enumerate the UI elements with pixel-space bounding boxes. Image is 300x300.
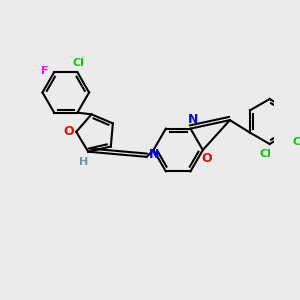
Text: H: H [80,157,89,167]
Text: N: N [188,113,198,126]
Text: O: O [202,152,212,165]
Text: Cl: Cl [260,148,272,159]
Text: Cl: Cl [293,137,300,147]
Text: Cl: Cl [73,58,85,68]
Text: N: N [149,148,160,161]
Text: F: F [41,66,48,76]
Text: O: O [63,125,74,138]
